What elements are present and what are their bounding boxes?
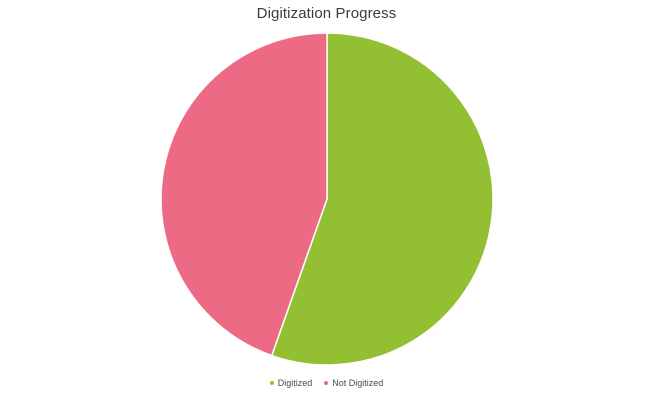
legend-label-digitized: Digitized	[277, 378, 313, 388]
pie-slices	[160, 32, 494, 366]
legend-label-not-digitized: Not Digitized	[332, 378, 384, 388]
legend-item-not-digitized[interactable]: Not Digitized	[324, 378, 383, 388]
legend-swatch-not-digitized	[324, 381, 329, 385]
pie-slice-not-digitized[interactable]	[160, 32, 328, 357]
legend-swatch-digitized	[269, 381, 274, 385]
legend-item-digitized[interactable]: Digitized	[269, 378, 313, 388]
chart-legend: Digitized Not Digitized	[0, 378, 653, 388]
chart-title: Digitization Progress	[256, 5, 397, 22]
